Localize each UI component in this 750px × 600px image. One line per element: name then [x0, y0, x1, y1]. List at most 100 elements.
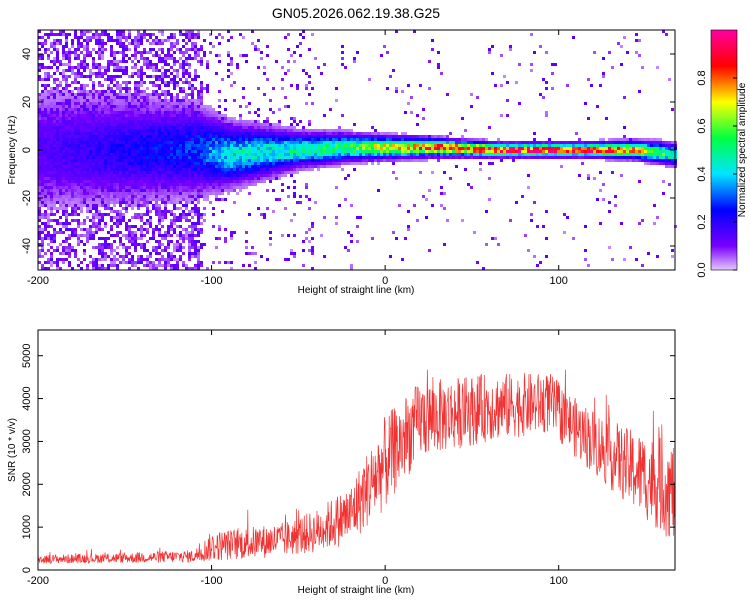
spectrogram-cell: [254, 177, 257, 180]
spectrogram-cell: [227, 141, 230, 144]
spectrogram-cell: [191, 102, 194, 105]
spectrogram-cell: [362, 132, 365, 135]
spectrogram-cell: [191, 78, 194, 81]
spectrogram-cell: [341, 129, 344, 132]
spectrogram-cell: [278, 120, 281, 123]
spectrogram-cell: [110, 78, 113, 81]
spectrogram-cell: [155, 204, 158, 207]
spectrogram-cell: [65, 54, 68, 57]
spectrogram-cell: [47, 225, 50, 228]
spectrogram-cell: [107, 195, 110, 198]
spectrogram-cell: [158, 96, 161, 99]
spectrogram-cell: [185, 57, 188, 60]
spectrogram-cell: [107, 66, 110, 69]
spectrogram-cell: [119, 138, 122, 141]
spectrogram-cell: [56, 198, 59, 201]
spectrogram-cell: [329, 153, 332, 156]
spectrogram-cell: [149, 261, 152, 264]
spectrogram-cell: [71, 204, 74, 207]
spectrogram-cell: [110, 90, 113, 93]
spectrogram-cell: [278, 198, 281, 201]
spectrogram-cell: [260, 255, 263, 258]
spectrogram-cell: [80, 210, 83, 213]
spectrogram-cell: [164, 138, 167, 141]
spectrogram-cell: [74, 150, 77, 153]
spectrogram-cell: [314, 135, 317, 138]
spectrogram-cell: [278, 168, 281, 171]
spectrogram-cell: [191, 117, 194, 120]
spectrogram-cell: [428, 189, 431, 192]
spectrogram-cell: [227, 186, 230, 189]
spectrogram-cell: [77, 222, 80, 225]
spectrogram-cell: [134, 57, 137, 60]
spectrogram-cell: [74, 96, 77, 99]
spectrogram-cell: [65, 198, 68, 201]
spectrogram-cell: [170, 96, 173, 99]
spectrogram-cell: [158, 30, 161, 33]
spectrogram-cell: [212, 177, 215, 180]
spectrogram-cell: [314, 162, 317, 165]
spectrogram-cell: [137, 201, 140, 204]
spectrogram-cell: [146, 150, 149, 153]
spectrogram-cell: [161, 159, 164, 162]
spectrogram-cell: [62, 195, 65, 198]
spectrogram-cell: [44, 75, 47, 78]
spectrogram-cell: [56, 165, 59, 168]
spectrogram-cell: [68, 255, 71, 258]
spectrogram-cell: [110, 258, 113, 261]
spectrogram-cell: [104, 237, 107, 240]
spectrogram-cell: [407, 138, 410, 141]
spectrogram-cell: [230, 72, 233, 75]
spectrogram-cell: [47, 198, 50, 201]
spectrogram-cell: [191, 30, 194, 33]
spectrogram-cell: [353, 159, 356, 162]
spectrogram-cell: [167, 63, 170, 66]
spectrogram-cell: [350, 141, 353, 144]
spectrogram-cell: [101, 246, 104, 249]
spectrogram-cell: [395, 159, 398, 162]
spectrogram-cell: [149, 174, 152, 177]
spectrogram-cell: [194, 264, 197, 267]
spectrogram-cell: [71, 126, 74, 129]
spectrogram-cell: [215, 168, 218, 171]
spectrogram-cell: [182, 216, 185, 219]
spectrogram-cell: [80, 129, 83, 132]
spectrogram-cell: [95, 183, 98, 186]
spectrogram-cell: [197, 267, 200, 270]
spectrogram-cell: [347, 231, 350, 234]
spectrogram-cell: [56, 105, 59, 108]
spectrogram-cell: [194, 105, 197, 108]
spectrogram-cell: [248, 192, 251, 195]
spectrogram-cell: [233, 141, 236, 144]
spectrogram-cell: [332, 162, 335, 165]
spectrogram-cell: [125, 84, 128, 87]
spectrogram-cell: [119, 99, 122, 102]
spectrogram-cell: [47, 267, 50, 270]
spectrogram-cell: [47, 195, 50, 198]
spectrogram-cell: [50, 66, 53, 69]
spectrogram-cell: [80, 108, 83, 111]
spectrogram-cell: [116, 60, 119, 63]
spectrogram-cell: [182, 69, 185, 72]
spectrogram-cell: [107, 198, 110, 201]
spectrogram-cell: [167, 132, 170, 135]
spectrogram-cell: [182, 252, 185, 255]
spectrogram-cell: [278, 153, 281, 156]
spectrogram-cell: [284, 36, 287, 39]
spectrogram-cell: [47, 132, 50, 135]
spectrogram-cell: [83, 228, 86, 231]
spectrogram-cell: [173, 201, 176, 204]
spectrogram-cell: [176, 261, 179, 264]
spectrogram-cell: [182, 183, 185, 186]
spectrogram-cell: [257, 147, 260, 150]
spectrogram-cell: [38, 138, 41, 141]
spectrogram-cell: [41, 36, 44, 39]
spectrogram-cell: [89, 159, 92, 162]
spectrogram-cell: [242, 126, 245, 129]
spectrogram-cell: [74, 99, 77, 102]
spectrogram-cell: [53, 183, 56, 186]
spectrogram-cell: [143, 234, 146, 237]
spectrogram-cell: [92, 63, 95, 66]
spectrogram-cell: [116, 177, 119, 180]
spectrogram-cell: [167, 138, 170, 141]
